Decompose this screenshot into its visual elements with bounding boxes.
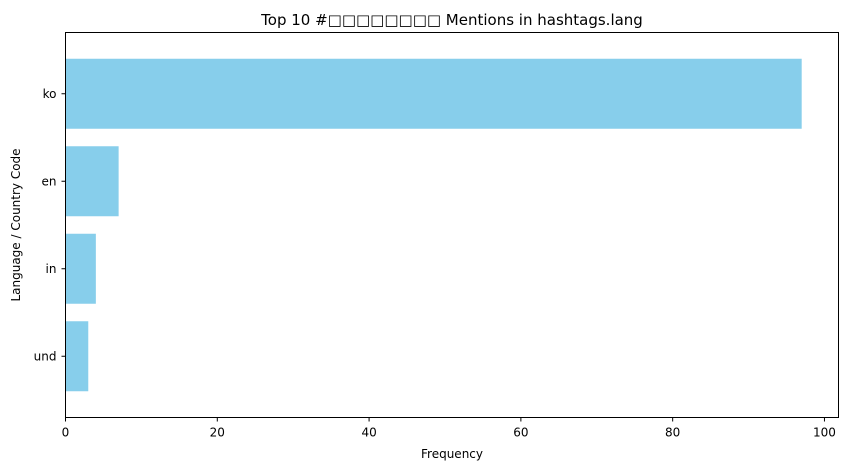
chart-title: Top 10 #□□□□□□□□ Mentions in hashtags.la…	[260, 11, 643, 29]
x-axis-label: Frequency	[421, 447, 483, 461]
x-tick-label: 20	[210, 426, 225, 440]
y-ticks: ko en in und	[34, 87, 66, 363]
x-tick-label: 0	[62, 426, 70, 440]
bar-und	[65, 321, 89, 392]
bar-ko	[65, 58, 802, 129]
plot-frame	[65, 32, 839, 418]
x-tick-label: 40	[361, 426, 376, 440]
y-axis-label: Language / Country Code	[9, 148, 23, 301]
x-tick-label: 60	[513, 426, 528, 440]
y-tick-label: in	[46, 262, 57, 276]
bars-group	[65, 58, 802, 392]
x-tick-label: 100	[813, 426, 836, 440]
x-ticks: 0 20 40 60 80 100	[62, 417, 836, 440]
y-tick-label: en	[42, 174, 57, 188]
y-tick-label: ko	[43, 87, 57, 101]
y-tick-label: und	[34, 349, 57, 363]
bar-in	[65, 233, 96, 304]
bar-en	[65, 146, 119, 217]
x-tick-label: 80	[665, 426, 680, 440]
